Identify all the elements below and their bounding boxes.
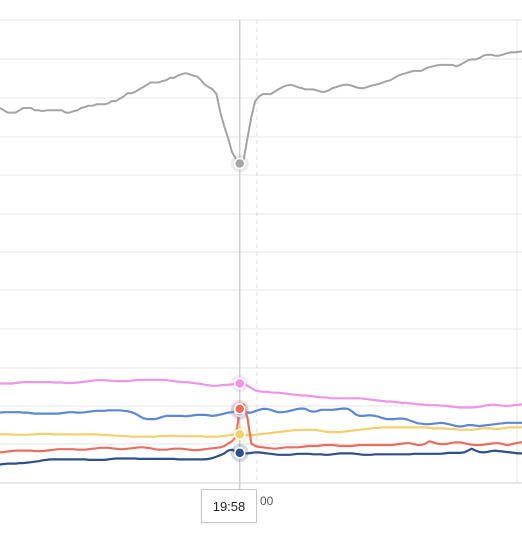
hover-marker-point [233, 157, 246, 170]
hover-marker-point [233, 403, 246, 415]
hover-marker-point [233, 447, 246, 459]
x-tick-label: 00 [260, 494, 274, 508]
crosshair-time-label: 19:58 [212, 498, 246, 514]
hover-marker-point [233, 377, 246, 390]
series-line-2 [0, 407, 522, 428]
hover-marker-point [233, 428, 246, 441]
series-line-5 [0, 447, 522, 466]
series-line-4 [0, 403, 522, 454]
crosshair-time-tooltip: 19:58 [201, 489, 257, 523]
hover-markers [230, 154, 249, 462]
series-line-3 [0, 426, 522, 438]
series-line-0 [0, 50, 522, 165]
series-lines [0, 50, 522, 466]
gridlines [0, 19, 522, 484]
series-line-1 [0, 378, 522, 409]
x-axis: 00 [260, 494, 274, 508]
